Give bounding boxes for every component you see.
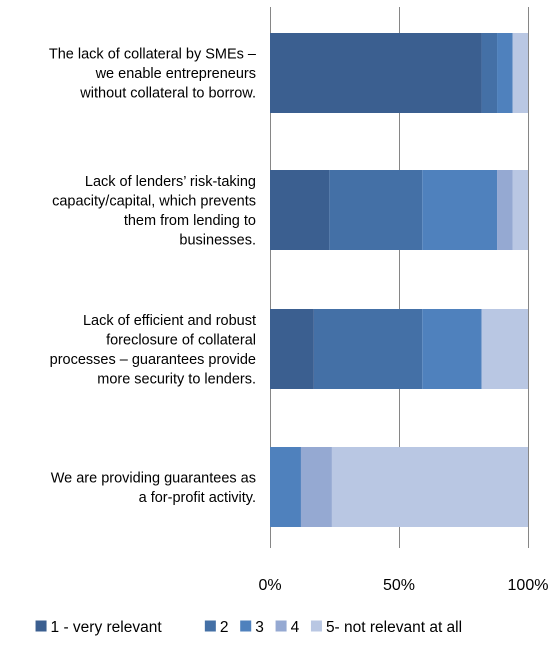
category-label-line: without collateral to borrow. — [79, 86, 256, 102]
bar-segment-1-0 — [270, 170, 330, 250]
legend-label-2: 3 — [255, 619, 264, 636]
category-label-line: foreclosure of collateral — [106, 332, 256, 348]
category-label-1: Lack of lenders’ risk-taking capacity/cap… — [52, 174, 256, 249]
legend-swatch-1 — [204, 620, 216, 632]
category-label-line: them from lending to — [124, 213, 256, 229]
bar-segment-3-3 — [300, 447, 332, 527]
legend-swatch-3 — [275, 620, 287, 632]
category-label-2: Lack of efficient and robust foreclosure … — [50, 313, 256, 388]
x-axis-tick-labels: 0% 50% 100% — [258, 577, 548, 594]
bar-segment-0-4 — [512, 33, 528, 113]
legend-swatch-4 — [310, 620, 322, 632]
legend-swatch-0 — [35, 620, 47, 632]
x-tick-label-1: 50% — [383, 577, 415, 594]
legend-label-1: 2 — [220, 619, 229, 636]
legend-label-4: 5- not relevant at all — [326, 619, 462, 636]
bar-segment-3-2 — [270, 447, 301, 527]
bar-segment-2-0 — [270, 309, 314, 389]
category-label-line: The lack of collateral by SMEs – — [49, 47, 257, 63]
legend-label-0: 1 - very relevant — [51, 619, 163, 636]
bar-segment-3-4 — [331, 447, 528, 527]
category-label-line: a for-profit activity. — [139, 490, 256, 506]
category-labels: The lack of collateral by SMEs – we enabl… — [49, 47, 257, 506]
bar-segment-1-4 — [512, 170, 528, 250]
x-tick-label-2: 100% — [508, 577, 549, 594]
category-label-line: processes – guarantees provide — [50, 352, 256, 368]
bar-segment-1-2 — [422, 170, 498, 250]
bar-segment-0-2 — [497, 33, 513, 113]
category-label-line: Lack of lenders’ risk-taking — [85, 174, 256, 190]
category-label-0: The lack of collateral by SMEs – we enabl… — [49, 47, 257, 102]
category-label-line: businesses. — [179, 232, 256, 248]
category-label-line: Lack of efficient and robust — [83, 313, 256, 329]
bar-segment-2-1 — [313, 309, 423, 389]
bar-segment-0-1 — [481, 33, 498, 113]
category-label-line: we enable entrepreneurs — [95, 66, 256, 82]
category-label-line: more security to lenders. — [97, 371, 256, 387]
legend-swatch-2 — [240, 620, 252, 632]
bars — [270, 33, 528, 527]
x-tick-label-0: 0% — [258, 577, 281, 594]
legend-label-3: 4 — [291, 619, 300, 636]
bar-segment-1-3 — [497, 170, 513, 250]
category-label-line: We are providing guarantees as — [51, 470, 256, 486]
category-label-3: We are providing guarantees as a for-prof… — [51, 470, 256, 506]
category-label-line: capacity/capital, which prevents — [52, 193, 256, 209]
bar-segment-1-1 — [329, 170, 423, 250]
bar-segment-2-2 — [422, 309, 482, 389]
bar-segment-2-4 — [481, 309, 528, 389]
bar-segment-0-0 — [270, 33, 482, 113]
legend: 1 - very relevant 2 3 4 5- not relevant at a… — [35, 619, 462, 636]
